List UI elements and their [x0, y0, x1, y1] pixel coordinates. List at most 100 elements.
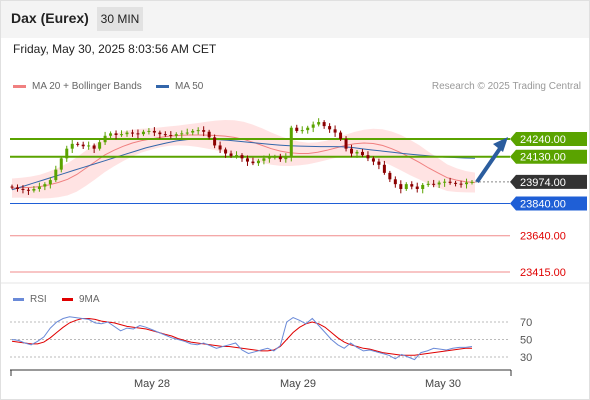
candle-body	[377, 161, 381, 165]
level-label-24240.00: 24240.00	[520, 134, 566, 146]
candle-body	[410, 184, 414, 187]
candle-body	[202, 130, 206, 132]
candle-body	[152, 130, 156, 133]
candle-body	[448, 181, 452, 183]
candle-body	[21, 188, 25, 190]
legend-ma50: MA 50	[156, 81, 203, 92]
legend-rsi-label: RSI	[30, 294, 47, 305]
level-tag-23974.00	[510, 174, 587, 189]
candle-body	[306, 127, 310, 131]
candle-body	[87, 145, 91, 147]
candle-body	[333, 129, 337, 133]
level-label-23640.00: 23640.00	[520, 231, 566, 243]
candle-body	[355, 151, 359, 154]
candle-body	[103, 135, 107, 143]
chart-datetime: Friday, May 30, 2025 8:03:56 AM CET	[13, 42, 217, 56]
candle-body	[470, 181, 474, 183]
candle-body	[54, 169, 58, 181]
candle-body	[191, 130, 195, 133]
level-label-23415.00: 23415.00	[520, 267, 566, 279]
candle-body	[98, 142, 102, 149]
candle-body	[251, 161, 255, 164]
legend-ma9: 9MA	[62, 294, 100, 305]
candle-body	[399, 184, 403, 189]
rsi-line	[11, 316, 473, 361]
candle-body	[317, 122, 321, 125]
candle-body	[185, 132, 189, 134]
level-label-23974.00: 23974.00	[520, 177, 566, 189]
candle-body	[147, 130, 151, 132]
level-tag-23840.00	[510, 196, 587, 211]
candle-body	[92, 145, 96, 149]
candle-body	[360, 151, 364, 156]
candle-body	[311, 124, 315, 128]
candle-body	[278, 156, 282, 160]
candle-body	[229, 153, 233, 156]
candle-body	[393, 179, 397, 185]
candle-body	[26, 189, 30, 191]
candle-body	[163, 134, 167, 136]
candle-body	[48, 180, 52, 185]
candle-body	[136, 133, 140, 135]
level-label-23840.00: 23840.00	[520, 198, 566, 210]
candle-body	[388, 172, 392, 180]
candle-body	[213, 137, 217, 146]
ma20-swatch-icon	[13, 84, 26, 88]
candle-body	[245, 158, 249, 162]
candle-body	[109, 133, 113, 136]
candle-body	[59, 158, 63, 170]
ma50-line	[11, 138, 476, 191]
research-credit: Research © 2025 Trading Central	[431, 81, 581, 92]
candle-body	[454, 182, 458, 184]
candle-body	[300, 130, 304, 132]
candle-body	[235, 155, 239, 157]
candle-body	[114, 133, 118, 135]
candle-body	[437, 182, 441, 185]
legend-rsi: RSI	[13, 294, 47, 305]
candle-body	[158, 132, 162, 135]
candle-body	[350, 148, 354, 154]
candle-body	[218, 145, 222, 150]
legend-ma9-label: 9MA	[79, 294, 100, 305]
candle-body	[322, 122, 326, 127]
candle-body	[404, 184, 408, 189]
x-tick-label: May 29	[280, 378, 316, 390]
candle-body	[207, 131, 211, 138]
candle-body	[10, 186, 14, 188]
rsi-swatch-icon	[13, 297, 24, 301]
ma9-swatch-icon	[62, 297, 73, 301]
x-tick-label: May 30	[425, 378, 461, 390]
level-tag-24240.00	[510, 132, 587, 146]
candle-body	[65, 148, 69, 159]
candle-body	[366, 155, 370, 159]
rsi-level-label-50: 50	[520, 335, 532, 347]
candle-body	[432, 183, 436, 185]
ma50-swatch-icon	[156, 84, 169, 88]
projection-arrow	[475, 145, 503, 184]
legend-ma20: MA 20 + Bollinger Bands	[13, 81, 142, 92]
candle-body	[284, 157, 288, 160]
chart-header: Dax (Eurex) 30 MIN	[0, 0, 590, 38]
legend-ma50-label: MA 50	[175, 81, 204, 92]
candle-body	[130, 132, 134, 134]
candle-body	[15, 187, 19, 189]
candle-body	[344, 139, 348, 149]
candle-body	[267, 157, 271, 159]
candle-body	[459, 183, 463, 185]
candle-body	[382, 164, 386, 173]
candle-body	[426, 183, 430, 185]
candle-body	[180, 133, 184, 135]
candle-body	[421, 184, 425, 189]
candle-body	[37, 186, 41, 189]
rsi-level-label-70: 70	[520, 317, 532, 329]
candle-body	[81, 144, 85, 147]
candle-body	[371, 158, 375, 162]
candle-body	[169, 134, 173, 136]
level-label-24130.00: 24130.00	[520, 152, 566, 164]
timeframe-button[interactable]: 30 MIN	[97, 7, 143, 31]
candle-body	[120, 134, 124, 136]
projection-arrowhead-icon	[493, 137, 508, 152]
candle-body	[240, 155, 244, 159]
candle-body	[339, 132, 343, 139]
